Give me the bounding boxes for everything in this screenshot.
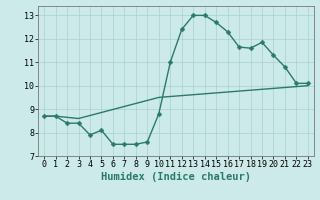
X-axis label: Humidex (Indice chaleur): Humidex (Indice chaleur) <box>101 172 251 182</box>
